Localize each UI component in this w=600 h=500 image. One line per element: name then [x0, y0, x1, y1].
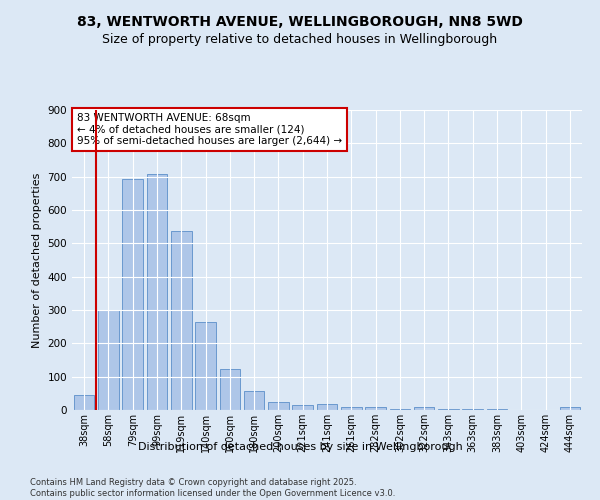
Bar — [122, 179, 143, 410]
Text: 83 WENTWORTH AVENUE: 68sqm
← 4% of detached houses are smaller (124)
95% of semi: 83 WENTWORTH AVENUE: 68sqm ← 4% of detac… — [77, 113, 342, 146]
Bar — [220, 370, 240, 410]
Bar — [195, 322, 216, 410]
Text: 83, WENTWORTH AVENUE, WELLINGBOROUGH, NN8 5WD: 83, WENTWORTH AVENUE, WELLINGBOROUGH, NN… — [77, 15, 523, 29]
Y-axis label: Number of detached properties: Number of detached properties — [32, 172, 42, 348]
Bar — [292, 405, 313, 410]
Bar — [244, 391, 265, 410]
Text: Contains HM Land Registry data © Crown copyright and database right 2025.
Contai: Contains HM Land Registry data © Crown c… — [30, 478, 395, 498]
Bar — [365, 406, 386, 410]
Text: Distribution of detached houses by size in Wellingborough: Distribution of detached houses by size … — [137, 442, 463, 452]
Bar — [317, 404, 337, 410]
Bar — [463, 409, 483, 410]
Bar — [268, 402, 289, 410]
Text: Size of property relative to detached houses in Wellingborough: Size of property relative to detached ho… — [103, 32, 497, 46]
Bar — [341, 408, 362, 410]
Bar — [146, 174, 167, 410]
Bar — [74, 395, 94, 410]
Bar — [98, 310, 119, 410]
Bar — [414, 406, 434, 410]
Bar — [171, 231, 191, 410]
Bar — [560, 408, 580, 410]
